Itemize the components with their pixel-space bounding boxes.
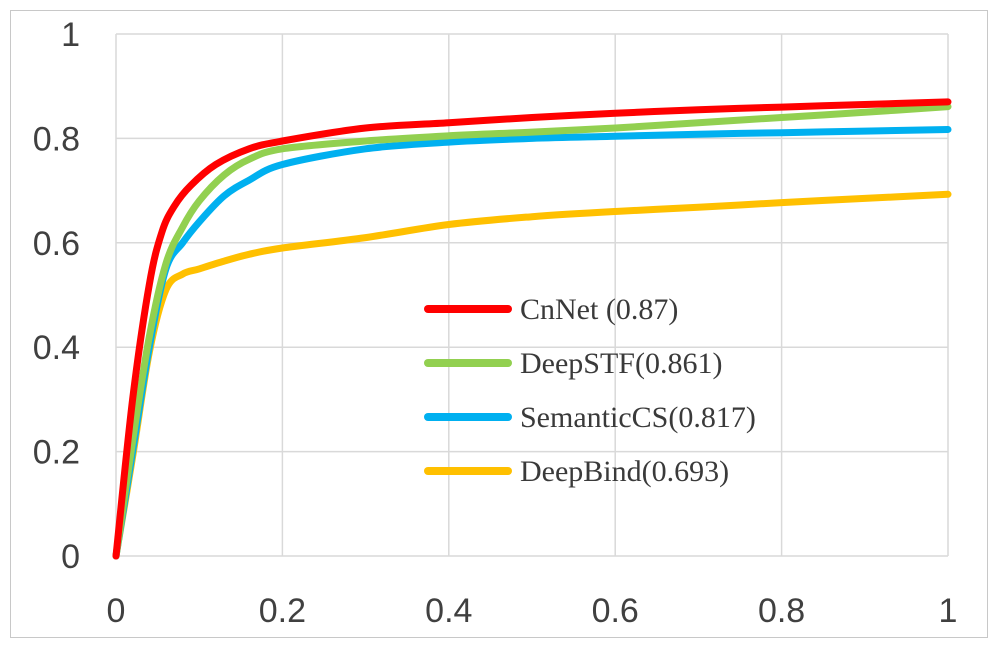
legend-label: DeepSTF(0.861): [520, 347, 722, 380]
series-line-deepstf: [112, 103, 952, 560]
x-axis-ticks: 0 0.2 0.4 0.6 0.8 1: [107, 592, 958, 630]
series-line-semanticcs: [112, 126, 952, 560]
series-lines: [112, 98, 952, 560]
x-tick-label: 0.6: [592, 592, 639, 630]
x-tick-label: 0.8: [758, 592, 805, 630]
legend-label: DeepBind(0.693): [520, 455, 729, 488]
y-axis-ticks: 0 0.2 0.4 0.6 0.8 1: [33, 16, 80, 576]
y-tick-label: 0.6: [33, 225, 80, 263]
grid-lines: [115, 33, 949, 557]
legend: CnNet (0.87) DeepSTF(0.861) SemanticCS(0.8…: [424, 293, 756, 488]
legend-label: SemanticCS(0.817): [520, 401, 756, 434]
x-tick-label: 0: [107, 592, 126, 630]
x-tick-label: 0.4: [425, 592, 472, 630]
y-tick-label: 0.8: [33, 120, 80, 158]
x-tick-label: 0.2: [259, 592, 306, 630]
legend-label: CnNet (0.87): [520, 293, 678, 326]
y-tick-label: 0.2: [33, 434, 80, 472]
series-line-cnnet: [112, 98, 952, 560]
y-tick-label: 0.4: [33, 329, 80, 367]
y-tick-label: 1: [61, 16, 80, 54]
x-tick-label: 1: [939, 592, 958, 630]
y-tick-label: 0: [61, 538, 80, 576]
